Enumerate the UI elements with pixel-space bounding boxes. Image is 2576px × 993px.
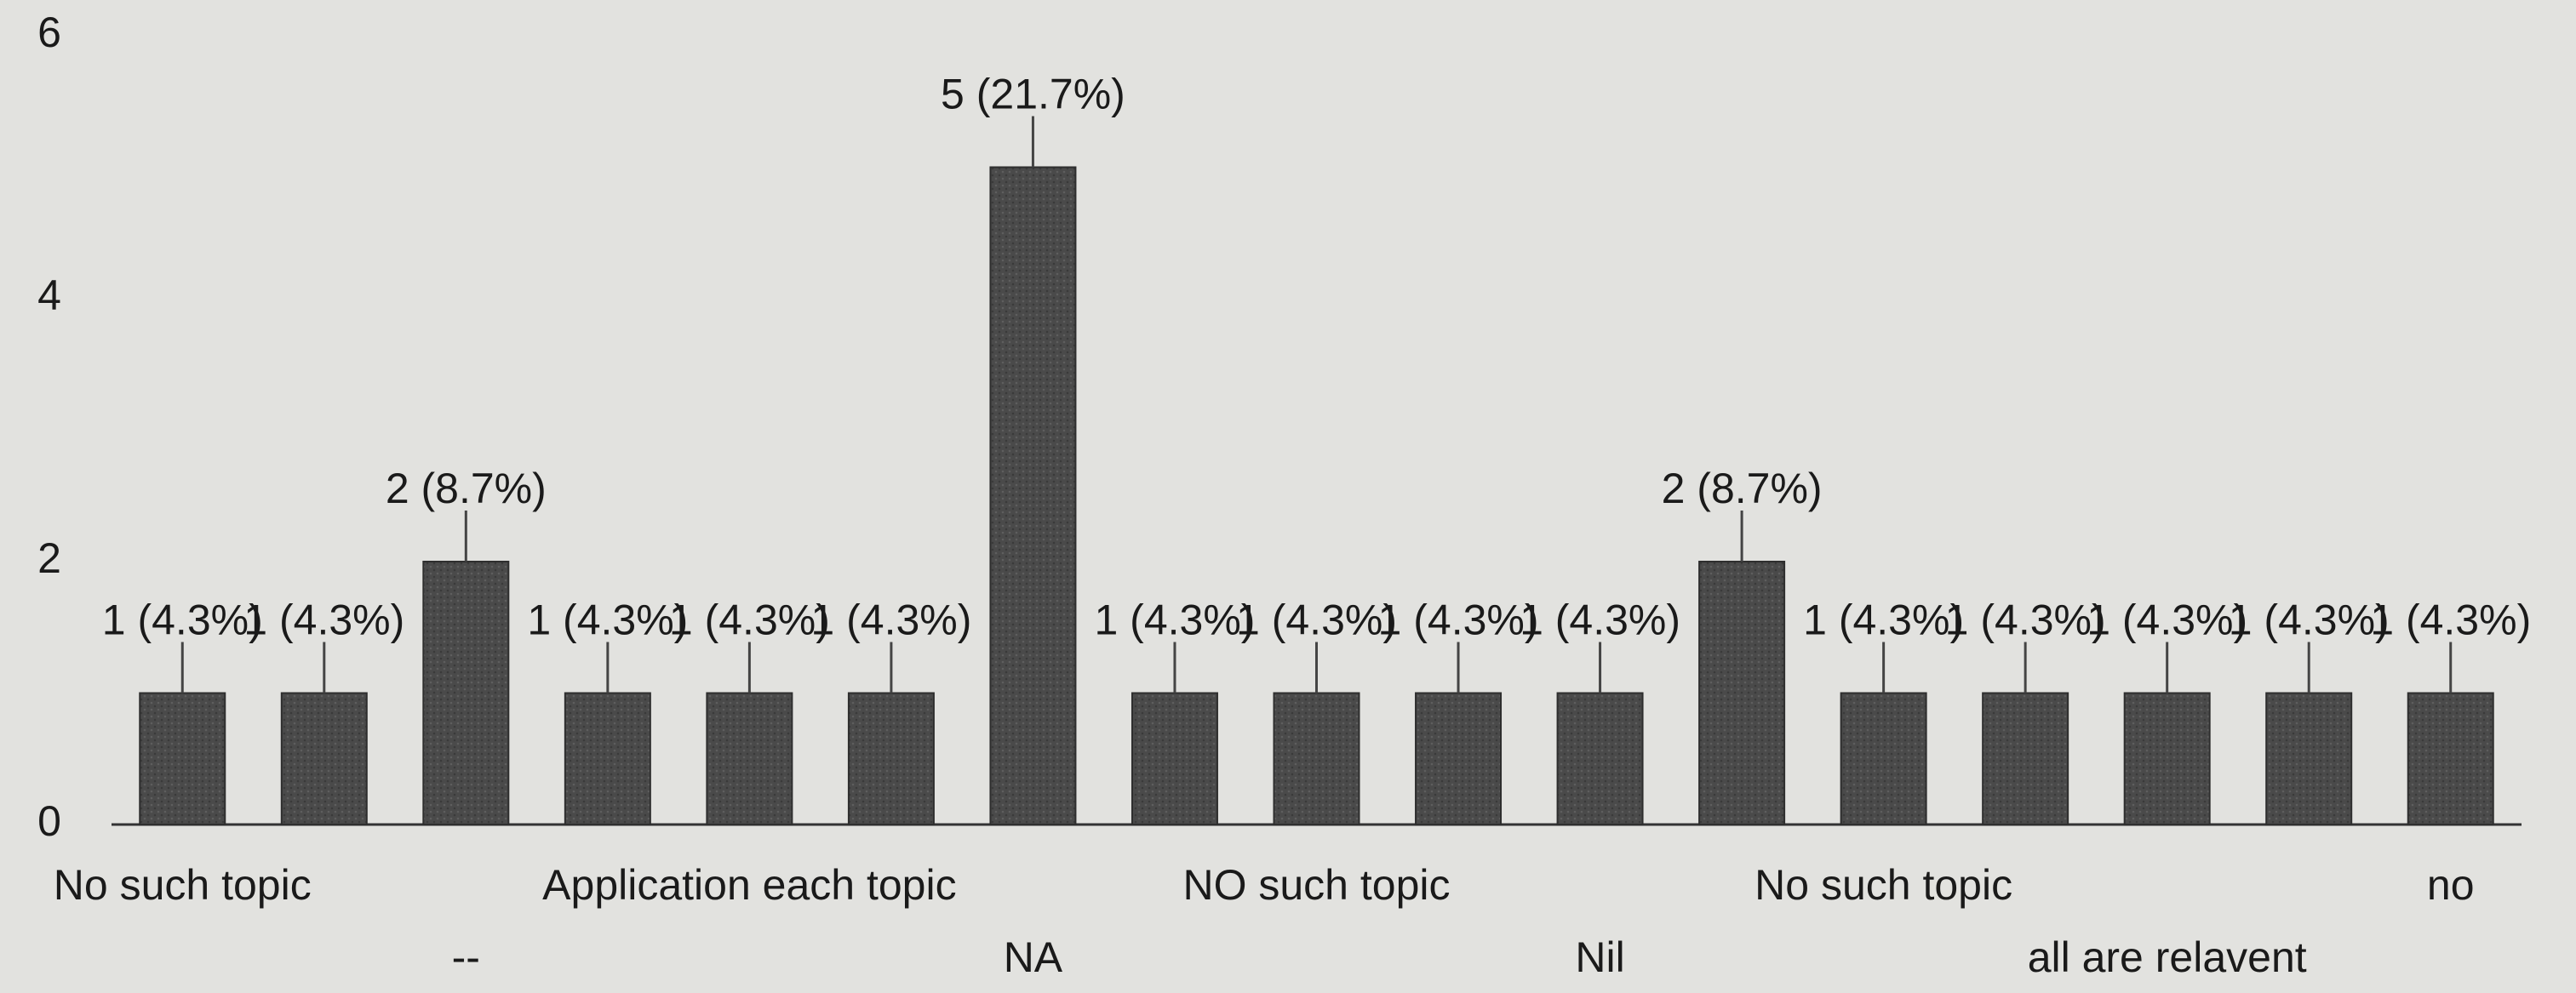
x-tick-label: -- bbox=[452, 933, 480, 981]
y-tick-label: 2 bbox=[37, 534, 61, 582]
value-label: 1 (4.3%) bbox=[243, 596, 404, 644]
x-tick-label: Application each topic bbox=[542, 861, 956, 909]
y-tick-label: 4 bbox=[37, 271, 61, 319]
x-tick-label: no bbox=[2427, 861, 2475, 909]
value-label: 1 (4.3%) bbox=[2087, 596, 2247, 644]
x-tick-label: No such topic bbox=[54, 861, 312, 909]
y-tick-label: 0 bbox=[37, 797, 61, 845]
value-label: 1 (4.3%) bbox=[527, 596, 688, 644]
x-tick-label: NO such topic bbox=[1182, 861, 1450, 909]
value-label: 1 (4.3%) bbox=[1945, 596, 2106, 644]
bar bbox=[1698, 561, 1786, 825]
x-tick-label: all are relavent bbox=[2028, 933, 2307, 981]
bar bbox=[1556, 692, 1644, 825]
bar bbox=[1131, 692, 1218, 825]
bar bbox=[989, 166, 1077, 825]
bar bbox=[1273, 692, 1360, 825]
value-label: 1 (4.3%) bbox=[1236, 596, 1397, 644]
value-label: 1 (4.3%) bbox=[1520, 596, 1680, 644]
bar bbox=[564, 692, 651, 825]
value-label: 1 (4.3%) bbox=[810, 596, 971, 644]
value-label: 1 (4.3%) bbox=[669, 596, 830, 644]
value-label: 2 (8.7%) bbox=[386, 465, 547, 512]
value-label: 1 (4.3%) bbox=[1803, 596, 1964, 644]
value-label: 1 (4.3%) bbox=[2229, 596, 2390, 644]
bar bbox=[139, 692, 226, 825]
value-label: 1 (4.3%) bbox=[102, 596, 263, 644]
value-label: 1 (4.3%) bbox=[2370, 596, 2531, 644]
value-label: 1 (4.3%) bbox=[1094, 596, 1255, 644]
bar bbox=[2265, 692, 2353, 825]
bar bbox=[1840, 692, 1927, 825]
bar bbox=[422, 561, 510, 825]
bar bbox=[1982, 692, 2069, 825]
y-tick-label: 6 bbox=[37, 9, 61, 56]
bar bbox=[1415, 692, 1503, 825]
value-label: 5 (21.7%) bbox=[941, 71, 1125, 118]
value-label: 1 (4.3%) bbox=[1378, 596, 1539, 644]
x-tick-label: No such topic bbox=[1755, 861, 2012, 909]
x-tick-label: NA bbox=[1004, 933, 1063, 981]
value-label: 2 (8.7%) bbox=[1662, 465, 1823, 512]
bar bbox=[2407, 692, 2494, 825]
bar bbox=[280, 692, 368, 825]
bar bbox=[2123, 692, 2211, 825]
x-tick-label: Nil bbox=[1575, 933, 1624, 981]
bar bbox=[847, 692, 935, 825]
bar bbox=[706, 692, 793, 825]
